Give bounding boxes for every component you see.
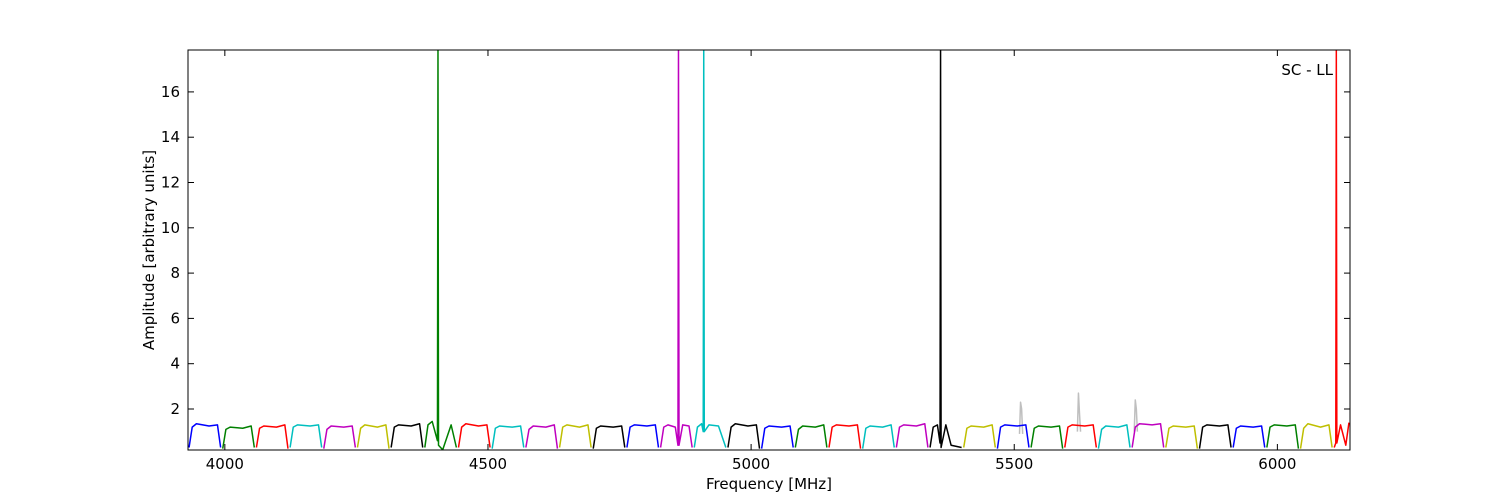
series-line bbox=[659, 50, 693, 448]
series-line bbox=[289, 424, 323, 448]
series-line bbox=[491, 425, 525, 449]
y-tick-label: 16 bbox=[161, 83, 180, 101]
x-tick-label: 5000 bbox=[732, 455, 770, 473]
series-line bbox=[996, 424, 1030, 449]
series-line bbox=[255, 424, 289, 449]
series-line bbox=[1165, 425, 1199, 449]
series-line bbox=[221, 425, 256, 449]
y-tick-label: 4 bbox=[170, 355, 180, 373]
series-line bbox=[1299, 422, 1333, 449]
series-line bbox=[592, 425, 626, 449]
series-line bbox=[861, 424, 895, 449]
series-line bbox=[1198, 424, 1232, 449]
plot-frame bbox=[187, 49, 1351, 451]
y-axis-label: Amplitude [arbitrary units] bbox=[140, 150, 158, 350]
series-line bbox=[1266, 424, 1300, 449]
series-line bbox=[1232, 425, 1266, 448]
series-line bbox=[1064, 424, 1098, 448]
series-line bbox=[1131, 422, 1165, 448]
annotation: SC - LL bbox=[1281, 61, 1333, 79]
y-tick-label: 10 bbox=[161, 219, 180, 237]
series-line bbox=[828, 424, 862, 449]
series-line bbox=[693, 50, 727, 448]
series-line bbox=[1018, 392, 1139, 434]
y-tick-label: 6 bbox=[170, 309, 180, 327]
y-tick-label: 14 bbox=[161, 128, 180, 146]
series-line bbox=[323, 425, 357, 449]
series-line bbox=[794, 424, 828, 448]
series-line bbox=[626, 424, 660, 448]
series-line bbox=[1030, 425, 1064, 449]
x-tick-label: 6000 bbox=[1258, 455, 1296, 473]
series-line bbox=[962, 424, 997, 448]
x-tick-label: 4500 bbox=[469, 455, 507, 473]
x-axis-label: Frequency [MHz] bbox=[706, 475, 832, 493]
series-line bbox=[1333, 50, 1350, 448]
series-line bbox=[1097, 424, 1131, 449]
y-tick-label: 12 bbox=[161, 174, 180, 192]
series-line bbox=[424, 50, 458, 450]
series-line bbox=[895, 422, 929, 448]
series-line bbox=[390, 422, 424, 448]
series-line bbox=[525, 424, 559, 449]
x-tick-label: 5500 bbox=[995, 455, 1033, 473]
series-line bbox=[356, 424, 390, 449]
series-line bbox=[760, 425, 794, 449]
plot-lines bbox=[188, 50, 1350, 450]
y-tick-label: 2 bbox=[170, 400, 180, 418]
series-line bbox=[558, 424, 592, 448]
x-tick-label: 4000 bbox=[206, 455, 244, 473]
series-line bbox=[929, 50, 962, 449]
series-line bbox=[188, 422, 222, 448]
y-tick-label: 8 bbox=[170, 264, 180, 282]
series-line bbox=[457, 422, 491, 448]
series-line bbox=[727, 422, 761, 449]
